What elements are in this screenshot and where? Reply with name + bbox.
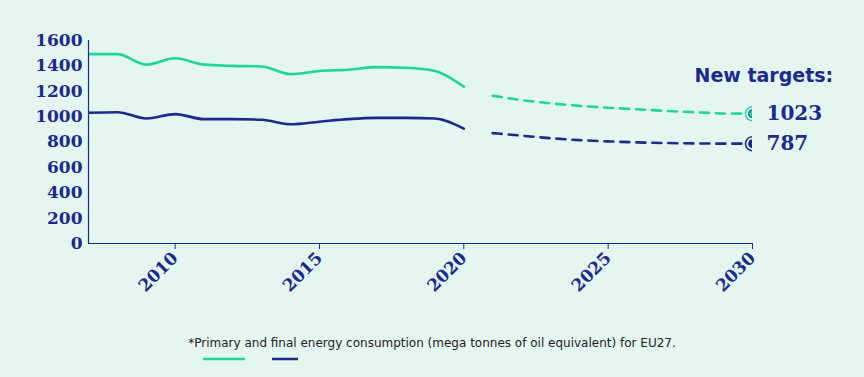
svg-text:2025: 2025 xyxy=(567,248,615,296)
svg-text:600: 600 xyxy=(47,157,83,177)
svg-text:800: 800 xyxy=(47,131,83,151)
svg-text:787: 787 xyxy=(767,131,809,155)
svg-text:1000: 1000 xyxy=(35,106,82,126)
svg-text:2030: 2030 xyxy=(712,248,760,296)
svg-text:2015: 2015 xyxy=(279,248,327,296)
svg-text:2020: 2020 xyxy=(423,248,471,296)
svg-text:0: 0 xyxy=(71,233,83,253)
svg-text:2010: 2010 xyxy=(134,248,182,296)
svg-text:400: 400 xyxy=(47,182,83,202)
svg-text:1023: 1023 xyxy=(767,101,823,125)
svg-text:200: 200 xyxy=(47,208,83,228)
svg-text:1200: 1200 xyxy=(35,81,82,101)
svg-text:1400: 1400 xyxy=(35,55,82,75)
svg-text:New targets:: New targets: xyxy=(695,64,834,86)
svg-text:1600: 1600 xyxy=(35,30,82,50)
html-text:*Primary and final energy cons: *Primary and final energy consumption (m… xyxy=(188,336,676,350)
